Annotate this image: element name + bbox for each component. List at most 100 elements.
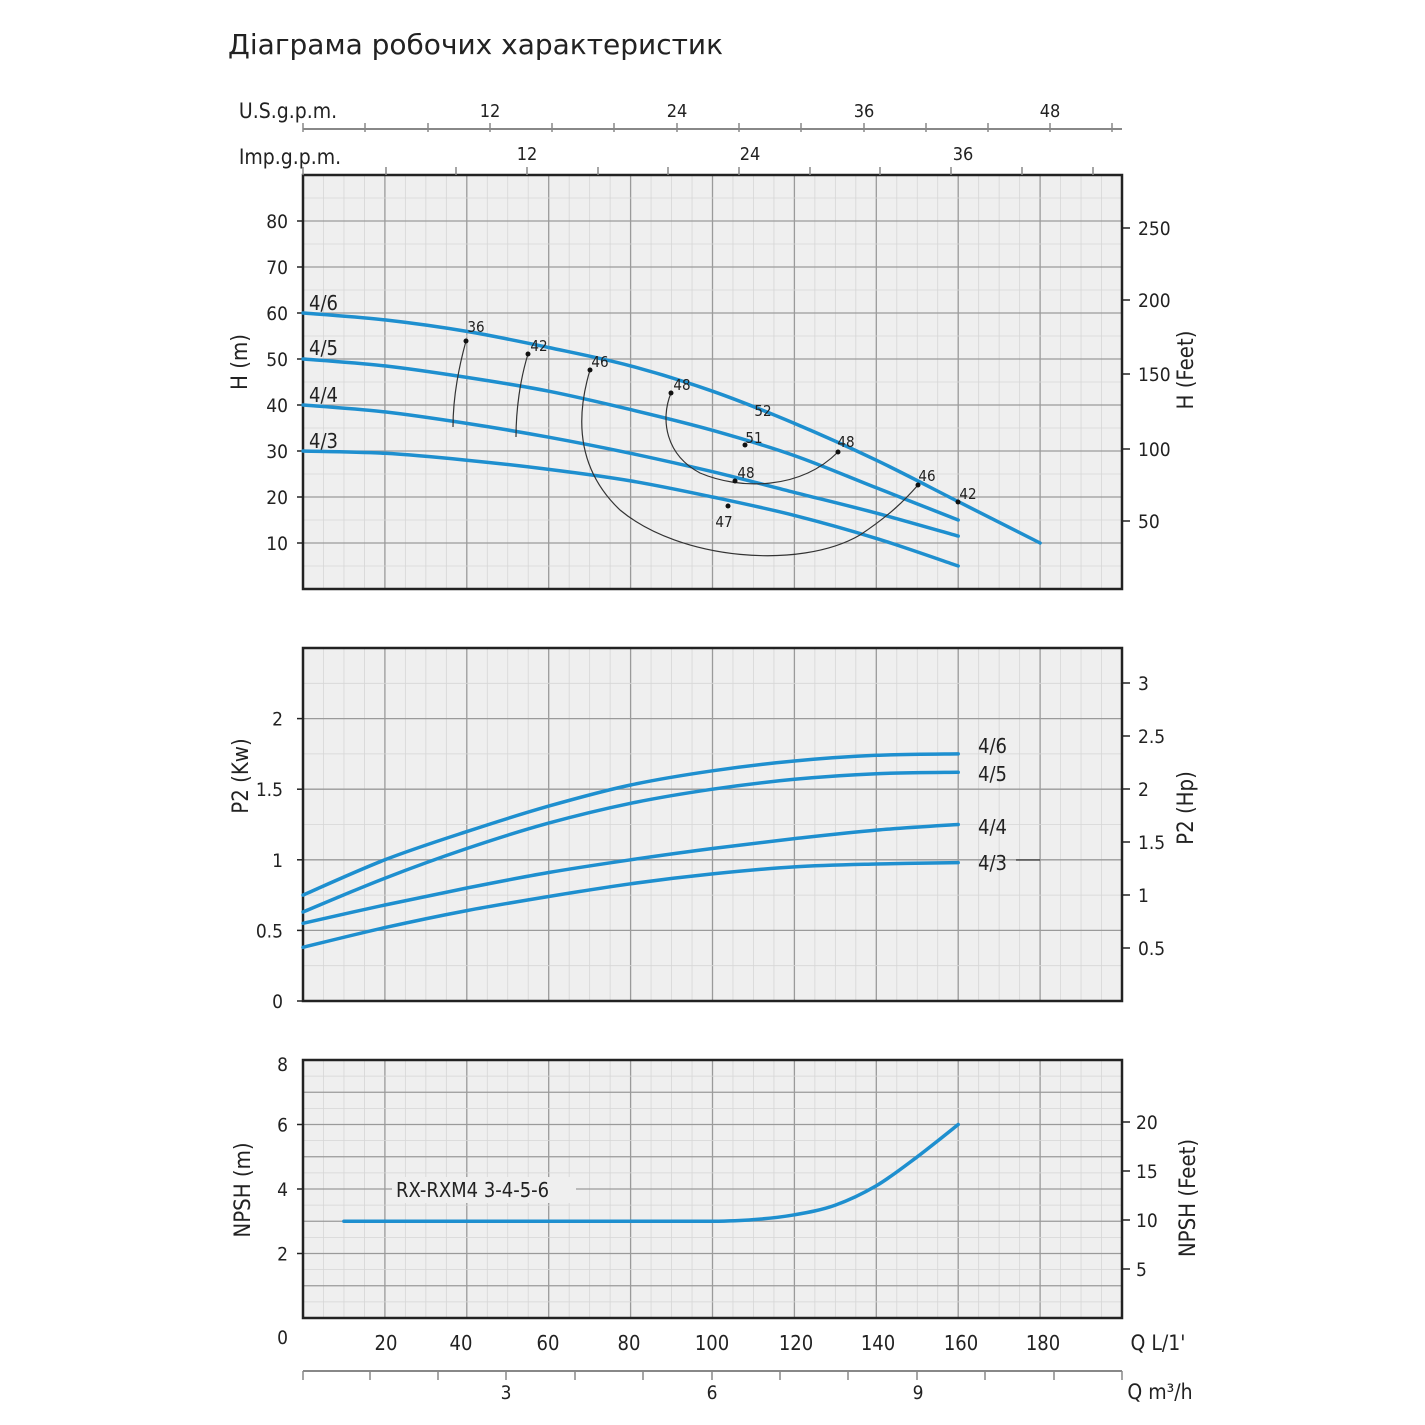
series-line-4-3 <box>301 860 960 950</box>
efficiency-point <box>668 390 674 396</box>
y-right-tick-label: 20 <box>1136 1112 1158 1134</box>
y-right-axis-title: NPSH (Feet) <box>1176 1139 1201 1257</box>
efficiency-point <box>732 478 738 484</box>
us-gpm-tick-label: 24 <box>667 101 688 122</box>
imp-gpm-tick-label: 24 <box>740 144 761 165</box>
us-gpm-tick-label: 12 <box>480 101 501 122</box>
x-tick-label: 120 <box>779 1331 813 1355</box>
imp-gpm-label: Imp.g.p.m. <box>239 145 341 169</box>
series-line-4-5 <box>301 357 960 522</box>
efficiency-iso-line <box>452 340 467 428</box>
y-right-tick-label: 100 <box>1138 439 1171 461</box>
annotation-background <box>392 1177 576 1203</box>
plot-area-2 <box>301 646 1124 1003</box>
efficiency-label: 51 <box>745 429 762 447</box>
efficiency-iso-line <box>665 392 839 485</box>
plot-area-1 <box>301 173 1124 591</box>
x-tick-label: 140 <box>861 1331 895 1355</box>
x2-tick-label: 9 <box>913 1382 924 1404</box>
x-tick-label: 20 <box>375 1331 398 1355</box>
y-axis-title: P2 (Kw) <box>229 738 254 813</box>
efficiency-point <box>955 499 961 505</box>
npsh-annotation: RX-RXM4 3-4-5-6 <box>396 1178 549 1202</box>
efficiency-label: 47 <box>715 513 732 531</box>
page-title: Діаграма робочих характеристик <box>228 28 724 61</box>
y-right-tick-label: 15 <box>1136 1161 1158 1183</box>
efficiency-label: 48 <box>737 464 754 482</box>
efficiency-point <box>525 351 531 357</box>
y-tick-label: 2 <box>272 709 283 731</box>
efficiency-label: 48 <box>837 433 854 451</box>
y-right-tick-label: 150 <box>1138 364 1171 386</box>
plot-frame <box>301 173 1124 591</box>
curve-label: 4/6 <box>309 291 338 315</box>
efficiency-point <box>742 442 748 448</box>
x-axis-title: Q L/1' <box>1131 1331 1186 1355</box>
y-right-axis-title: P2 (Hp) <box>1174 771 1199 845</box>
y-right-tick-label: 10 <box>1136 1210 1158 1232</box>
y-right-tick-label: 0.5 <box>1138 938 1165 960</box>
y-tick-label: 1 <box>272 850 283 872</box>
x2-tick-label: 6 <box>707 1382 718 1404</box>
y-tick-label: 8 <box>277 1054 288 1076</box>
x-tick-label: 60 <box>537 1331 560 1355</box>
y-right-axis-title: H (Feet) <box>1174 331 1199 410</box>
curve-label: 4/3 <box>309 429 338 453</box>
series-line-4-4 <box>301 822 960 926</box>
x-tick-label: 180 <box>1026 1331 1060 1355</box>
efficiency-iso-line <box>581 369 919 557</box>
efficiency-label: 46 <box>918 467 935 485</box>
y-right-tick-label: 2 <box>1138 779 1149 801</box>
efficiency-label: 36 <box>467 318 484 336</box>
curve-label: 4/5 <box>978 762 1007 786</box>
us-gpm-label: U.S.g.p.m. <box>239 99 337 123</box>
x-tick-label: 80 <box>618 1331 641 1355</box>
efficiency-iso-line <box>515 353 529 438</box>
y-tick-label: 6 <box>277 1115 288 1137</box>
y-tick-label: 4 <box>277 1179 288 1201</box>
y-tick-label: 30 <box>266 441 288 463</box>
y-tick-label: 60 <box>266 303 288 325</box>
series-line-4-6 <box>301 752 960 897</box>
efficiency-point <box>725 503 731 509</box>
y-tick-label: 10 <box>266 533 288 555</box>
y-axis-title: H (m) <box>228 334 253 390</box>
x-tick-label: 100 <box>695 1331 729 1355</box>
series-line-RX-RXM4-3-4-5-6 <box>342 1122 960 1224</box>
x2-tick-label: 3 <box>501 1382 512 1404</box>
y-tick-label: 20 <box>266 487 288 509</box>
y-right-tick-label: 3 <box>1138 673 1149 695</box>
x-tick-label: 40 <box>450 1331 473 1355</box>
efficiency-point <box>587 367 593 373</box>
y-tick-label: 40 <box>266 395 288 417</box>
us-gpm-tick-label: 36 <box>854 101 875 122</box>
y-tick-label: 2 <box>277 1244 288 1266</box>
y-right-tick-label: 2.5 <box>1138 726 1165 748</box>
plot-frame <box>301 646 1124 1003</box>
y-right-tick-label: 1.5 <box>1138 832 1165 854</box>
y-right-tick-label: 1 <box>1138 885 1149 907</box>
curve-label: 4/6 <box>978 734 1007 758</box>
series-line-4-3 <box>301 449 960 568</box>
us-gpm-tick-label: 48 <box>1040 101 1061 122</box>
y-right-tick-label: 200 <box>1138 290 1171 312</box>
curve-label: 4/5 <box>309 336 338 360</box>
imp-gpm-tick-label: 12 <box>517 144 538 165</box>
efficiency-label: 48 <box>673 376 690 394</box>
x2-axis-title: Q m³/h <box>1127 1380 1192 1404</box>
y-tick-label: 1.5 <box>256 779 283 801</box>
y-axis-title: NPSH (m) <box>231 1142 256 1237</box>
efficiency-point <box>915 482 921 488</box>
efficiency-label: 42 <box>530 337 547 355</box>
efficiency-point <box>835 449 841 455</box>
y-tick-label: 50 <box>266 349 288 371</box>
efficiency-label: 42 <box>959 485 976 503</box>
imp-gpm-tick-label: 36 <box>953 144 974 165</box>
x-tick-label: 160 <box>944 1331 978 1355</box>
y-tick-label: 70 <box>266 257 288 279</box>
curve-label: 4/4 <box>978 815 1007 839</box>
efficiency-label: 52 <box>754 402 771 420</box>
y-right-tick-label: 50 <box>1138 511 1160 533</box>
y-right-tick-label: 5 <box>1136 1259 1147 1281</box>
